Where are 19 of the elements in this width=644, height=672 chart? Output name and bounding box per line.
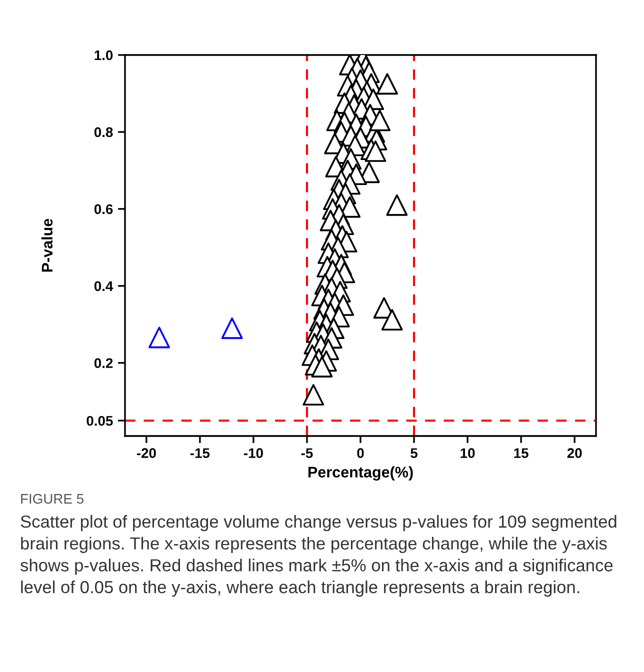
x-axis-title: Percentage(%)	[308, 466, 413, 481]
x-tick-label: -5	[301, 448, 313, 458]
y-tick-label: 0.2	[94, 358, 113, 368]
x-tick-label: -20	[136, 448, 156, 458]
x-tick-label: 0	[357, 448, 364, 458]
x-tick-label: -15	[190, 448, 210, 458]
caption: FIGURE 5	[21, 494, 84, 504]
x-tick-label: 10	[460, 448, 475, 458]
y-tick-label: 0.8	[94, 127, 113, 138]
x-tick-label: 20	[567, 448, 582, 458]
y-tick-label: 0.4	[94, 281, 114, 292]
y-axis-title: P-value	[41, 218, 53, 272]
x-tick-label: 15	[514, 448, 528, 458]
x-tick-label: 5	[410, 448, 418, 458]
y-tick-label: 1.0	[94, 50, 113, 60]
text: Scatter plot of percentage volume change versus p-values for 109 segmented brain regions. The x-axis represents the percentage change, while the y-axis shows p-values. Red dashed lines mark ±5% on the x-axis and a significance level of 0.05 on the y-axis, where each triangle represents a brain region.	[20, 515, 616, 597]
x-tick-label: -10	[244, 448, 263, 458]
y-tick-label: 0.05	[86, 416, 113, 426]
y-tick-label: 0.6	[94, 204, 113, 214]
